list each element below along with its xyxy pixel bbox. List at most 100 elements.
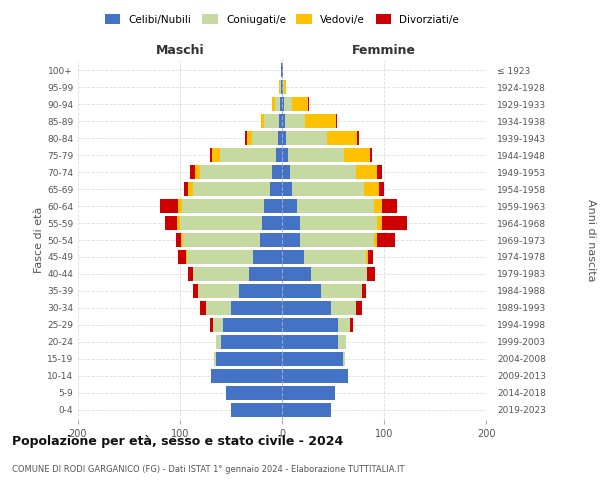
Bar (183, 233, 260, 247)
Bar (205, 300, 231, 315)
Bar (382, 199, 397, 214)
Bar (282, 266, 311, 281)
Bar (196, 165, 200, 180)
Bar (282, 114, 285, 128)
Bar (370, 148, 372, 162)
Bar (344, 148, 370, 162)
Bar (176, 233, 181, 247)
Bar (281, 80, 282, 94)
Bar (164, 216, 177, 230)
Bar (272, 97, 275, 112)
Bar (382, 216, 407, 230)
Bar (281, 63, 282, 78)
Bar (184, 182, 188, 196)
Bar (216, 352, 282, 366)
Bar (282, 402, 331, 417)
Bar (282, 284, 321, 298)
Bar (262, 216, 282, 230)
Bar (282, 182, 292, 196)
Bar (365, 250, 368, 264)
Bar (226, 386, 282, 400)
Bar (283, 80, 284, 94)
Bar (279, 114, 282, 128)
Bar (260, 114, 263, 128)
Bar (212, 318, 223, 332)
Bar (178, 199, 182, 214)
Bar (231, 300, 282, 315)
Bar (186, 250, 187, 264)
Bar (284, 80, 286, 94)
Bar (181, 233, 183, 247)
Bar (282, 148, 288, 162)
Bar (286, 131, 327, 146)
Bar (282, 199, 298, 214)
Bar (231, 402, 282, 417)
Bar (278, 131, 282, 146)
Bar (379, 182, 384, 196)
Bar (247, 131, 253, 146)
Bar (282, 318, 338, 332)
Bar (275, 97, 280, 112)
Bar (284, 97, 292, 112)
Bar (178, 250, 186, 264)
Bar (160, 199, 178, 214)
Bar (374, 233, 377, 247)
Text: Femmine: Femmine (352, 44, 416, 57)
Bar (272, 165, 282, 180)
Bar (250, 266, 282, 281)
Bar (280, 97, 282, 112)
Bar (321, 284, 362, 298)
Bar (358, 131, 359, 146)
Bar (223, 318, 282, 332)
Bar (279, 80, 280, 94)
Bar (245, 131, 247, 146)
Text: COMUNE DI RODI GARGANICO (FG) - Dati ISTAT 1° gennaio 2024 - Elaborazione TUTTIT: COMUNE DI RODI GARGANICO (FG) - Dati IST… (12, 465, 404, 474)
Bar (368, 250, 373, 264)
Bar (282, 131, 286, 146)
Bar (221, 334, 282, 349)
Bar (193, 284, 199, 298)
Bar (282, 80, 283, 94)
Legend: Celibi/Nubili, Coniugati/e, Vedovi/e, Divorziati/e: Celibi/Nubili, Coniugati/e, Vedovi/e, Di… (101, 10, 463, 29)
Bar (209, 148, 212, 162)
Bar (282, 97, 284, 112)
Bar (282, 352, 343, 366)
Bar (338, 334, 346, 349)
Bar (263, 114, 279, 128)
Bar (327, 131, 358, 146)
Bar (367, 266, 375, 281)
Bar (180, 216, 262, 230)
Bar (377, 165, 382, 180)
Bar (374, 199, 382, 214)
Bar (338, 318, 350, 332)
Bar (270, 182, 282, 196)
Bar (193, 266, 250, 281)
Bar (211, 368, 282, 383)
Bar (282, 334, 338, 349)
Bar (220, 148, 276, 162)
Bar (177, 216, 180, 230)
Bar (280, 80, 281, 94)
Bar (209, 318, 212, 332)
Bar (298, 199, 374, 214)
Bar (282, 386, 335, 400)
Bar (282, 63, 283, 78)
Text: Popolazione per età, sesso e stato civile - 2024: Popolazione per età, sesso e stato civil… (12, 435, 343, 448)
Bar (343, 352, 345, 366)
Bar (188, 266, 193, 281)
Bar (199, 284, 239, 298)
Bar (253, 131, 278, 146)
Bar (187, 250, 253, 264)
Bar (193, 182, 270, 196)
Bar (292, 97, 308, 112)
Bar (260, 233, 282, 247)
Bar (364, 182, 379, 196)
Bar (377, 216, 382, 230)
Bar (377, 233, 395, 247)
Bar (288, 148, 344, 162)
Bar (301, 233, 374, 247)
Bar (282, 300, 331, 315)
Bar (200, 165, 272, 180)
Bar (362, 284, 365, 298)
Bar (285, 114, 305, 128)
